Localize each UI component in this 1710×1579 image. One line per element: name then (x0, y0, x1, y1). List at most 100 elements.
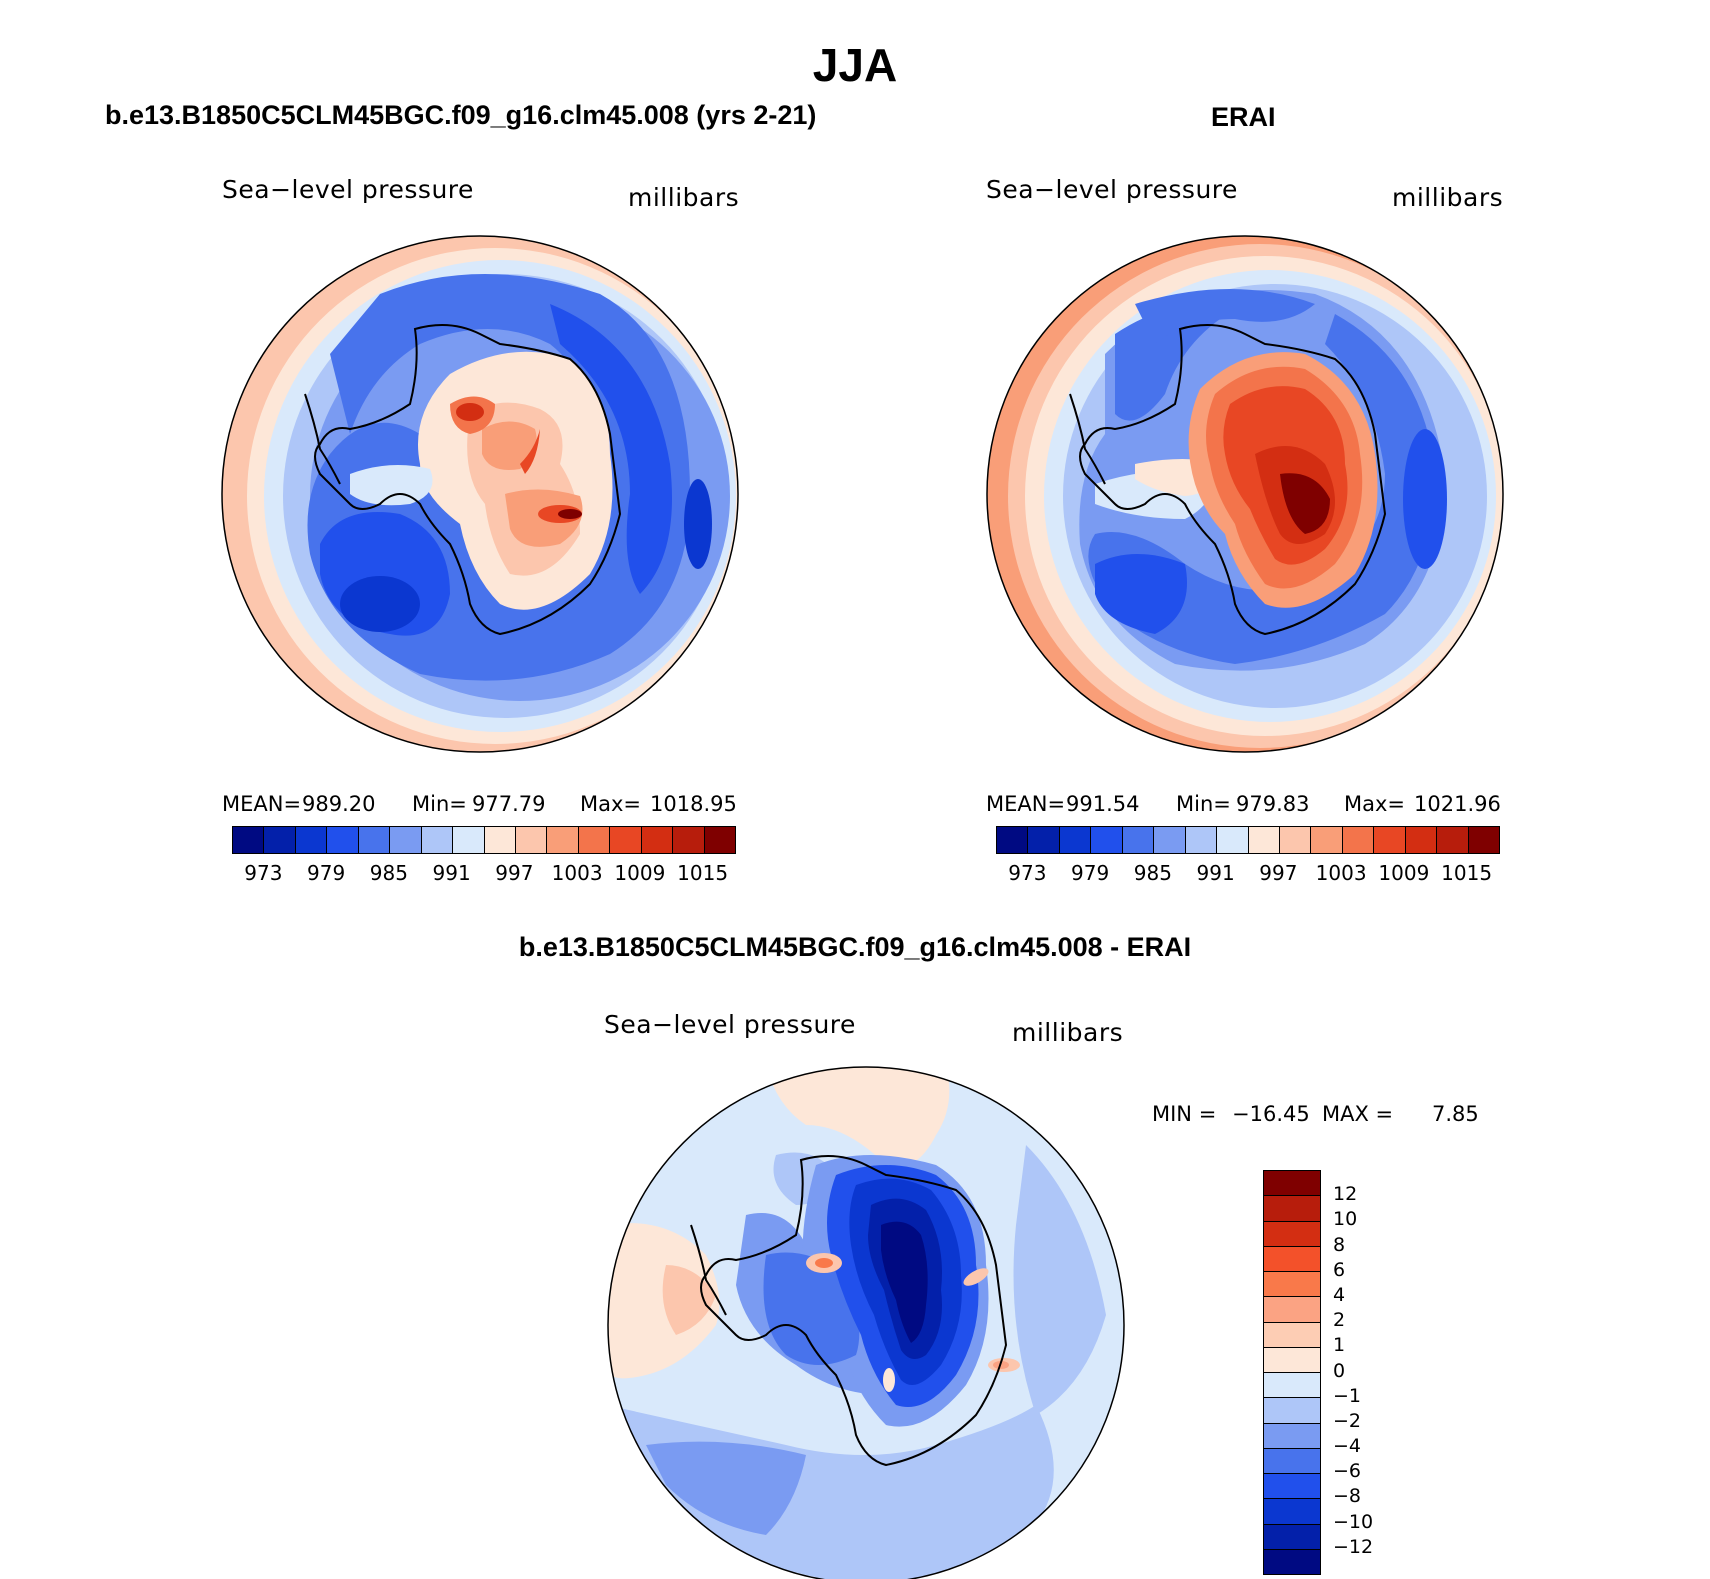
difference-colorbar-tick-label: −12 (1333, 1535, 1374, 1558)
difference-colorbar-tick-label: 2 (1333, 1309, 1346, 1332)
left-colorbar-box (673, 827, 705, 853)
difference-colorbar-box (1264, 1499, 1320, 1525)
right-colorbar-box (1311, 827, 1343, 853)
right-colorbar-box (1437, 827, 1469, 853)
right-min-label: Min= (1176, 792, 1231, 816)
right-colorbar-box (1122, 827, 1155, 853)
right-colorbar-box (1091, 827, 1123, 853)
difference-colorbar-box (1264, 1322, 1320, 1348)
difference-variable-label: Sea−level pressure (604, 1010, 856, 1039)
right-colorbar-tick-label: 1015 (1441, 861, 1493, 885)
difference-colorbar-box (1264, 1474, 1320, 1500)
difference-units-label: millibars (1012, 1018, 1124, 1047)
right-colorbar-tick-label: 985 (1133, 861, 1172, 885)
left-mean-label: MEAN= (222, 792, 302, 816)
left-colorbar-tick-label: 991 (432, 861, 471, 885)
right-colorbar-tick-label: 973 (1008, 861, 1047, 885)
right-colorbar-tick-label: 1009 (1378, 861, 1430, 885)
difference-map (607, 1066, 1125, 1579)
difference-colorbar-tick-label: −2 (1333, 1409, 1362, 1432)
left-colorbar-tick-label: 979 (307, 861, 346, 885)
right-colorbar-box (1279, 827, 1312, 853)
difference-colorbar-tick-label: −10 (1333, 1510, 1374, 1533)
left-mean-value: 989.20 (302, 792, 376, 816)
left-colorbar-box (390, 827, 422, 853)
left-colorbar-box (453, 827, 485, 853)
left-colorbar-tick-label: 1015 (677, 861, 729, 885)
left-colorbar-box (295, 827, 328, 853)
right-panel-title: ERAI (1211, 102, 1276, 132)
difference-colorbar-box (1264, 1297, 1320, 1323)
right-colorbar-box (1342, 827, 1375, 853)
left-map (221, 235, 739, 753)
difference-colorbar-tick-label: 10 (1333, 1208, 1358, 1231)
left-colorbar-box (610, 827, 642, 853)
difference-colorbar-tick-label: −6 (1333, 1460, 1362, 1483)
right-colorbar-tick-label: 1003 (1315, 861, 1367, 885)
left-colorbar-tick-label: 997 (495, 861, 534, 885)
difference-max-label: MAX = (1322, 1102, 1394, 1126)
difference-min-label: MIN = (1152, 1102, 1217, 1126)
left-colorbar-tick-label: 973 (244, 861, 283, 885)
left-colorbar-box (704, 827, 735, 853)
left-units-label: millibars (628, 183, 740, 212)
left-colorbar-tick-label: 1009 (614, 861, 666, 885)
left-colorbar-box (484, 827, 516, 853)
right-min-value: 979.83 (1236, 792, 1310, 816)
difference-colorbar-tick-label: −1 (1333, 1384, 1362, 1407)
difference-colorbar-box (1264, 1373, 1320, 1399)
right-colorbar-box (1248, 827, 1280, 853)
left-min-value: 977.79 (472, 792, 546, 816)
difference-colorbar-tick-label: −8 (1333, 1485, 1362, 1508)
left-colorbar-box (641, 827, 674, 853)
left-colorbar-box (327, 827, 359, 853)
right-colorbar-box (1374, 827, 1406, 853)
difference-max-value: 7.85 (1432, 1102, 1479, 1126)
difference-colorbar-box (1264, 1524, 1320, 1550)
right-colorbar-box (1154, 827, 1186, 853)
difference-colorbar-box (1264, 1423, 1320, 1449)
difference-colorbar-box (1264, 1272, 1320, 1298)
difference-colorbar-box (1264, 1549, 1320, 1574)
left-colorbar-box (358, 827, 391, 853)
right-units-label: millibars (1392, 183, 1504, 212)
left-colorbar-box (547, 827, 579, 853)
right-variable-label: Sea−level pressure (986, 175, 1238, 204)
right-colorbar-box (997, 827, 1029, 853)
difference-colorbar-box (1264, 1221, 1320, 1247)
left-variable-label: Sea−level pressure (222, 175, 474, 204)
difference-colorbar-tick-label: 1 (1333, 1334, 1346, 1357)
left-colorbar-box (515, 827, 548, 853)
right-max-label: Max= (1344, 792, 1406, 816)
right-colorbar-box (1028, 827, 1060, 853)
difference-colorbar-box (1264, 1398, 1320, 1424)
left-min-label: Min= (412, 792, 467, 816)
left-max-label: Max= (580, 792, 642, 816)
difference-colorbar (1263, 1170, 1321, 1575)
difference-colorbar-box (1264, 1347, 1320, 1373)
right-colorbar-tick-label: 979 (1071, 861, 1110, 885)
right-mean-label: MEAN= (986, 792, 1066, 816)
difference-colorbar-tick-label: 0 (1333, 1359, 1346, 1382)
right-max-value: 1021.96 (1414, 792, 1501, 816)
difference-colorbar-tick-label: −4 (1333, 1435, 1362, 1458)
right-colorbar (996, 826, 1500, 854)
main-title: JJA (812, 39, 898, 91)
right-colorbar-tick-label: 997 (1259, 861, 1298, 885)
left-colorbar-tick-label: 985 (369, 861, 408, 885)
difference-colorbar-tick-label: 6 (1333, 1258, 1346, 1281)
difference-colorbar-tick-label: 12 (1333, 1183, 1358, 1206)
difference-colorbar-box (1264, 1448, 1320, 1474)
difference-colorbar-tick-label: 8 (1333, 1233, 1346, 1256)
right-colorbar-box (1217, 827, 1249, 853)
right-colorbar-box (1468, 827, 1499, 853)
left-max-value: 1018.95 (650, 792, 737, 816)
difference-colorbar-tick-label: 4 (1333, 1283, 1346, 1306)
left-colorbar-box (421, 827, 454, 853)
left-colorbar-box (264, 827, 296, 853)
right-colorbar-box (1405, 827, 1438, 853)
right-colorbar-box (1185, 827, 1218, 853)
right-mean-value: 991.54 (1066, 792, 1140, 816)
left-colorbar (232, 826, 736, 854)
